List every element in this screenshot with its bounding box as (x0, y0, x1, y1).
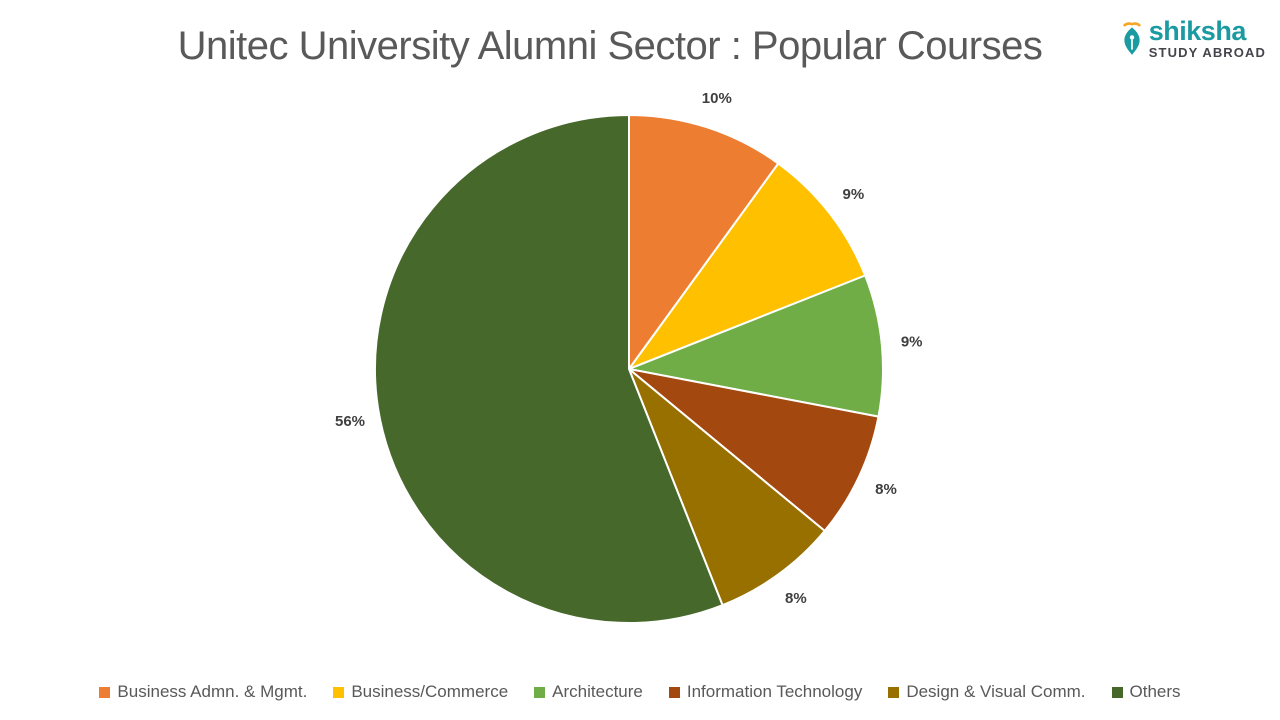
legend-label: Architecture (552, 682, 643, 701)
legend-label: Design & Visual Comm. (906, 682, 1086, 701)
legend-item-2: Business/Commerce (333, 682, 508, 702)
legend-item-4: Information Technology (668, 682, 863, 702)
legend-swatch (668, 686, 680, 698)
legend-swatch (534, 686, 546, 698)
legend-swatch (99, 686, 111, 698)
slice-percent-label: 8% (875, 481, 897, 498)
pen-nib-icon (1123, 21, 1141, 55)
legend-item-1: Business Admn. & Mgmt. (99, 682, 307, 702)
slice-percent-label: 9% (843, 186, 865, 203)
pie-slice-4 (628, 368, 880, 532)
pie-slice-2 (628, 162, 867, 370)
pie-slice-5 (628, 368, 826, 607)
legend-swatch (1111, 686, 1123, 698)
logo-text: shiksha STUDY ABROAD (1148, 16, 1266, 60)
legend-label: Information Technology (686, 682, 863, 701)
legend-item-6: Others (1111, 682, 1181, 702)
shiksha-logo: shiksha STUDY ABROAD (1119, 18, 1266, 59)
pie-slice-1 (628, 114, 780, 370)
pie-slice-6 (374, 114, 724, 624)
legend-swatch (333, 686, 345, 698)
legend-swatch (888, 686, 900, 698)
pie-slice-3 (628, 274, 884, 418)
legend-item-5: Design & Visual Comm. (888, 682, 1086, 702)
slice-percent-label: 10% (702, 90, 732, 107)
slice-percent-label: 56% (335, 413, 365, 430)
legend-label: Business/Commerce (351, 682, 509, 701)
chart-title: Unitec University Alumni Sector : Popula… (177, 24, 1043, 68)
slice-percent-label: 9% (901, 333, 923, 350)
legend-label: Business Admn. & Mgmt. (117, 682, 308, 701)
legend-item-3: Architecture (534, 682, 643, 702)
legend-label: Others (1129, 682, 1181, 701)
logo-tagline: STUDY ABROAD (1148, 45, 1266, 60)
slice-percent-label: 8% (785, 590, 807, 607)
chart-legend: Business Admn. & Mgmt. Business/Commerce A… (0, 682, 1280, 702)
logo-brand: shiksha (1148, 16, 1247, 46)
